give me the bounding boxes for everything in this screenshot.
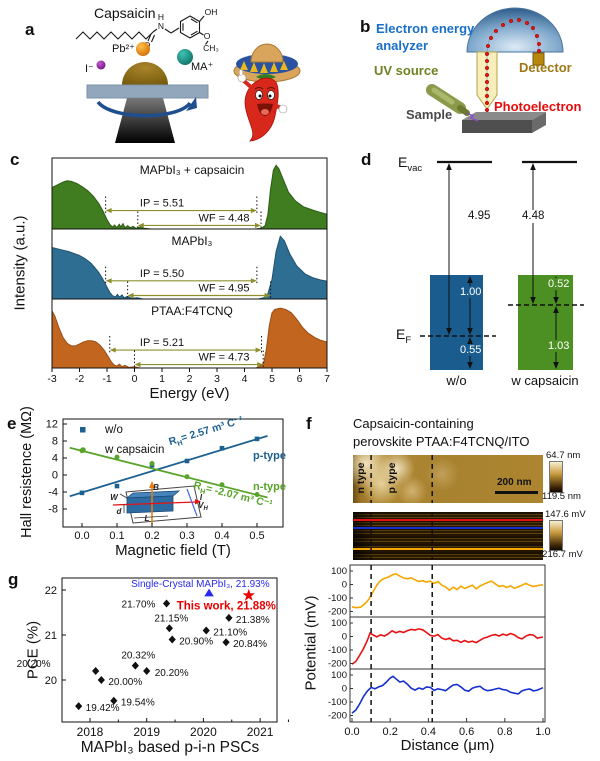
ups-x-axis-label: Energy (eV)	[149, 385, 230, 402]
panel-a-title: Capsaicin	[94, 5, 156, 21]
panel-g-label: g	[8, 570, 19, 589]
n-type-region-label: n type	[355, 462, 367, 494]
iodide-ion-sphere	[96, 60, 106, 70]
pce-y-axis-label: PCE (%)	[24, 620, 42, 680]
sample-stage-side	[532, 112, 546, 133]
panel-d-label: d	[361, 150, 372, 169]
inset-b-label: B	[153, 483, 159, 492]
lead-ion-sphere	[136, 42, 150, 56]
potential-x-axis-label: Distance (μm)	[400, 737, 495, 754]
pce-x-axis-label: MAPbI₃ based p-i-n PSCs	[80, 739, 260, 756]
panel-a-label: a	[25, 20, 35, 39]
uv-beam	[466, 112, 479, 122]
gap-green-bottom-value: 1.03	[546, 340, 572, 353]
perovskite-dome	[122, 62, 168, 85]
capsaicin-column-label: w capsaicin	[511, 373, 579, 388]
wo-column-label: w/o	[446, 373, 467, 388]
capsaicin-molecule	[75, 15, 209, 45]
detector-label: Detector	[519, 60, 572, 75]
gap-blue-top-value: 1.00	[458, 286, 484, 299]
chili-pepper-cartoon	[233, 43, 301, 142]
panel-c-label: c	[10, 150, 20, 169]
p-type-region-label: p type	[386, 462, 398, 494]
ups-instrument-schematic	[426, 7, 564, 133]
atom-h-label: H	[158, 12, 164, 22]
perovskite-stage-schematic	[86, 42, 209, 143]
evac-label: Evac	[398, 154, 423, 174]
hydroxyl-label: OH	[205, 7, 218, 17]
atom-o-ether-label: O	[204, 31, 211, 41]
photoelectron-dots	[484, 17, 542, 127]
ma-ion-label: MA⁺	[191, 61, 214, 73]
atom-n-label: N	[158, 21, 164, 31]
inset-w-label: W	[110, 493, 119, 502]
kpfm-profile-line-blue	[353, 527, 543, 529]
rotation-arrow	[96, 100, 192, 118]
energy-diagram-lines	[420, 160, 584, 369]
uv-source-tip	[457, 105, 470, 116]
energy-box-capsaicin	[518, 275, 573, 370]
pepper-right-glove	[278, 104, 288, 114]
legend-wo-label: w/o	[105, 424, 123, 436]
sombrero-crown	[250, 43, 284, 63]
hall-y-axis-label: Hall resistence (MΩ)	[19, 406, 35, 538]
methyl-label: CH₃	[203, 43, 219, 53]
analyzer-label-line1: Electron energy	[376, 21, 475, 36]
wf-wo-value: 4.95	[468, 210, 491, 222]
scalebar-label: 200 nm	[497, 477, 532, 488]
afm-scale-min: 119.5 nm	[542, 491, 581, 502]
photoelectron-label: Photoelectron	[494, 99, 582, 114]
uv-source-label: UV source	[374, 63, 439, 78]
panel-f-title-line2: perovskite PTAA:F4TCNQ/ITO	[353, 434, 530, 449]
kpfm-profile-line-orange	[353, 548, 543, 550]
afm-scale-max: 64.7 nm	[546, 450, 581, 461]
panel-f-label: f	[306, 414, 312, 433]
legend-marker-wo	[80, 427, 86, 433]
legend-marker-capsaicin	[80, 447, 86, 453]
inset-l-label: L	[145, 514, 150, 523]
sample-stage-front	[462, 120, 532, 133]
kpfm-scale-min: -216.7 mV	[539, 549, 583, 560]
gap-blue-bottom-value: 0.55	[458, 344, 484, 357]
inset-d-label: d	[117, 507, 123, 516]
sample-label: Sample	[406, 107, 453, 122]
kpfm-colorbar	[549, 520, 563, 551]
wf-capsaicin-value: 4.48	[521, 210, 546, 223]
panel-b-label: b	[360, 17, 371, 36]
kpfm-profile-line-red	[353, 519, 543, 521]
pepper-stem	[256, 74, 276, 80]
gap-green-top-value: 0.52	[546, 278, 572, 291]
pepper-tongue	[261, 109, 269, 115]
lead-ion-label: Pb²⁺	[112, 43, 135, 55]
panel-f-title-line1: Capsaicin-containing	[353, 416, 474, 431]
legend-capsaicin-label: w capsaicin	[105, 444, 165, 456]
sample-stage-top	[462, 112, 546, 120]
ups-y-axis-label: Intensity (a.u.)	[11, 215, 29, 311]
substrate-slab	[86, 84, 209, 99]
panel-e-label: e	[7, 414, 17, 433]
pedestal	[115, 98, 175, 143]
afm-topography-image	[353, 455, 543, 503]
ma-ion-sphere	[177, 49, 193, 65]
scalebar-line	[495, 491, 538, 494]
kpfm-scale-max: 147.6 mV	[545, 509, 586, 520]
afm-colorbar	[549, 461, 563, 493]
analyzer-dome	[466, 7, 564, 53]
fermi-label: EF	[396, 326, 412, 346]
hall-x-axis-label: Magnetic field (T)	[115, 542, 231, 559]
rotation-arrowhead	[186, 97, 197, 111]
analyzer-label-line2: analyzer	[376, 38, 429, 53]
iodide-ion-label: I⁻	[85, 63, 94, 75]
potential-y-axis-label: Potential (mV)	[302, 595, 320, 691]
detector-box	[532, 52, 545, 66]
